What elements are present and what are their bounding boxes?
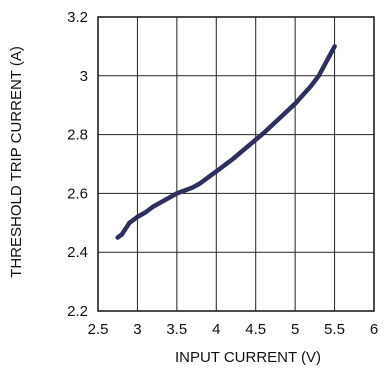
x-tick-label-2: 3.5 bbox=[166, 321, 187, 338]
y-tick-label-1: 2.4 bbox=[67, 244, 88, 261]
y-tick-label-4: 3 bbox=[80, 68, 88, 85]
y-tick-label-5: 3.2 bbox=[67, 9, 88, 26]
plot-border bbox=[97, 16, 375, 312]
grid-lines bbox=[98, 17, 374, 311]
y-tick-label-2: 2.6 bbox=[67, 185, 88, 202]
y-tick-label-3: 2.8 bbox=[67, 127, 88, 144]
series-lines bbox=[115, 44, 337, 240]
x-axis-title: INPUT CURRENT (V) bbox=[175, 349, 321, 366]
x-tick-label-0: 2.5 bbox=[88, 321, 109, 338]
x-tick-label-5: 5 bbox=[291, 321, 299, 338]
x-tick-labels: 2.5 3 3.5 4 4.5 5 5.5 6 bbox=[88, 321, 379, 338]
plot-frame bbox=[97, 16, 375, 312]
x-tick-label-3: 4 bbox=[212, 321, 220, 338]
x-tick-label-7: 6 bbox=[370, 321, 378, 338]
x-tick-label-6: 5.5 bbox=[324, 321, 345, 338]
y-axis-title: THRESHOLD TRIP CURRENT (A) bbox=[8, 46, 25, 278]
x-tick-label-1: 3 bbox=[133, 321, 141, 338]
y-tick-labels: 2.2 2.4 2.6 2.8 3 3.2 bbox=[67, 9, 88, 320]
y-tick-label-0: 2.2 bbox=[67, 303, 88, 320]
series-line-0 bbox=[115, 44, 337, 240]
x-tick-label-4: 4.5 bbox=[245, 321, 266, 338]
